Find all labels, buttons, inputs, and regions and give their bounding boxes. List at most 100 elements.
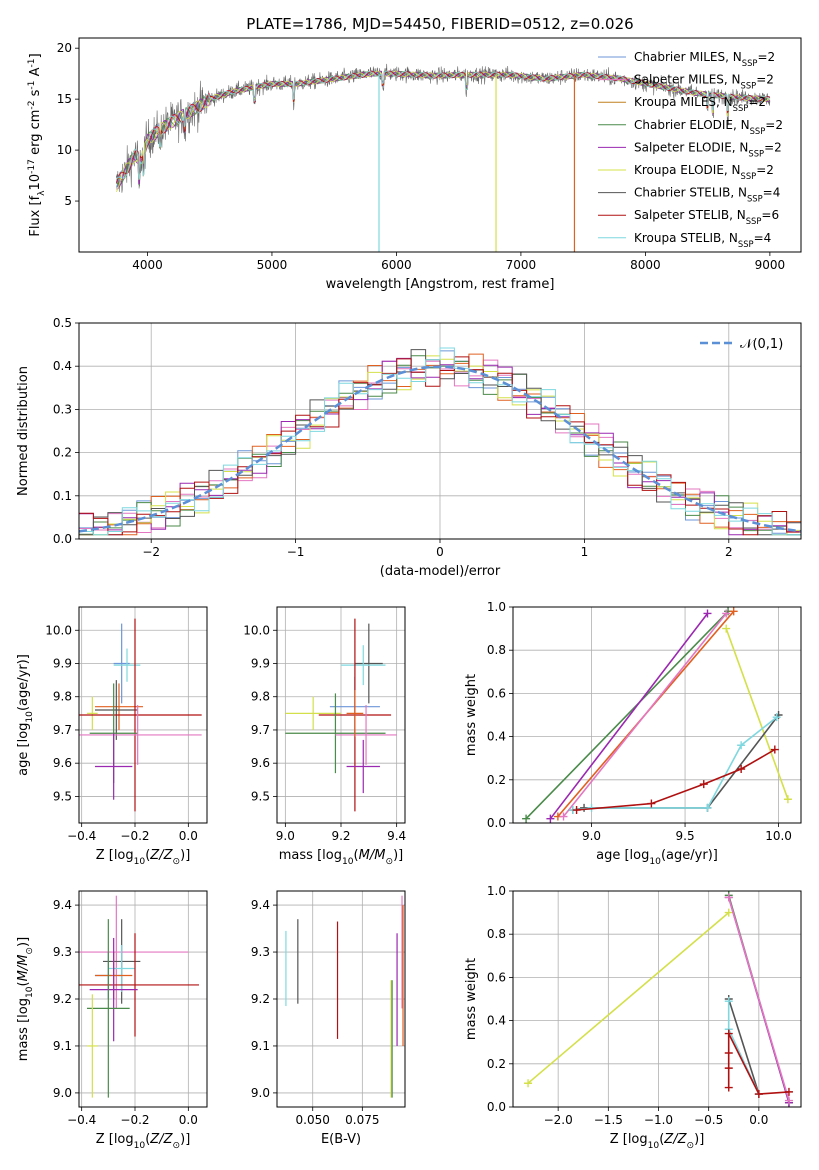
x-tick-label: 0	[436, 545, 444, 559]
mass-weight-vs-Z-axes: −2.0 −1.5 −1.0 −0.5 0.0 0.0 0.2 0.4 0.6 0.8 1.0 Z […	[464, 884, 802, 1151]
legend-label: Salpeter STELIB, NSSP=6	[634, 208, 779, 226]
errorbar-point	[89, 937, 138, 1042]
y-tick-label: 5	[64, 194, 72, 208]
plus-marker	[572, 806, 581, 815]
x-tick-label: −2.0	[544, 1113, 573, 1127]
y-tick-label: 0.4	[487, 730, 506, 744]
x-tick-label: −0.2	[120, 829, 149, 843]
errorbar-point	[285, 693, 386, 774]
residual-histogram-axes: 𝒩(0,1) −2 −1 0 1 2 0.0 0.1 0.2 0.3 0.4 0.5 (data-mod…	[16, 316, 802, 579]
y-tick-label: 0.2	[487, 1057, 506, 1071]
legend-label: Chabrier STELIB, NSSP=4	[634, 186, 780, 204]
legend-label: Salpeter MILES, NSSP=2	[634, 73, 774, 91]
y-tick-label: 0.0	[487, 1100, 506, 1114]
y-tick-label: 9.2	[251, 992, 270, 1006]
spectrum-model-line	[115, 70, 771, 184]
y-tick-label: 20	[57, 41, 72, 55]
plus-marker	[754, 1090, 763, 1099]
errorbar-point	[79, 705, 202, 765]
y-tick-label: 0.2	[53, 446, 72, 460]
x-tick-label: −0.2	[120, 1113, 149, 1127]
x-tick-label: 0.0	[179, 829, 198, 843]
y-tick-label: 0.8	[487, 927, 506, 941]
y-tick-label: 9.0	[53, 1086, 72, 1100]
errorbar-point	[354, 623, 383, 704]
plus-marker	[737, 765, 746, 773]
mass-weight-vs-age-plot-area	[522, 607, 792, 823]
age-vs-Z-plot-area	[79, 618, 202, 812]
y-tick-label: 9.3	[53, 945, 72, 959]
legend-label: Kroupa ELODIE, NSSP=2	[634, 163, 774, 181]
y-tick-label: 0.3	[53, 402, 72, 416]
plus-marker	[722, 609, 731, 618]
y-tick-label: 0.0	[53, 532, 72, 546]
errorbar-point	[113, 648, 141, 682]
errorbar-point	[79, 618, 202, 812]
plus-marker	[772, 713, 781, 722]
y-tick-label: 0.5	[53, 316, 72, 330]
y-tick-label: 0.6	[487, 970, 506, 984]
y-axis-label: age [log10(age/yr)]	[16, 654, 35, 776]
y-axis-label: Normed distribution	[16, 366, 31, 496]
y-tick-label: 9.8	[53, 690, 72, 704]
x-tick-label: 1	[581, 545, 589, 559]
plus-marker	[724, 908, 733, 917]
mass-weight-line	[525, 610, 729, 820]
legend-label: Salpeter ELODIE, NSSP=2	[634, 140, 782, 158]
errorbar-point	[95, 680, 138, 740]
y-axis-label: mass weight	[464, 958, 479, 1040]
legend-label: Chabrier ELODIE, NSSP=2	[634, 118, 783, 136]
y-tick-label: 9.8	[251, 690, 270, 704]
axes-root: Chabrier MILES, NSSP=2 Salpeter MILES, NS…	[16, 37, 802, 1151]
y-tick-label: 15	[57, 92, 72, 106]
y-axis-label: Flux [fλ10-17 erg cm-2 s-1 A-1]	[27, 53, 47, 236]
plus-marker	[783, 795, 792, 804]
y-tick-label: 0.2	[487, 773, 506, 787]
errorbar-point	[87, 994, 98, 1098]
x-axis-label: age [log10(age/yr)]	[596, 848, 718, 867]
y-tick-label: 9.0	[251, 1086, 270, 1100]
x-axis-label: mass [log10(M/M⊙)]	[279, 848, 403, 867]
x-tick-label: 9.2	[331, 829, 350, 843]
x-tick-label: −1.5	[594, 1113, 623, 1127]
plus-marker	[724, 893, 733, 902]
y-tick-label: 9.9	[251, 656, 270, 670]
x-tick-label: 9.4	[387, 829, 406, 843]
mass-weight-line	[549, 613, 709, 820]
plus-marker	[522, 814, 531, 823]
plus-marker	[703, 803, 712, 812]
spectrum-legend: Chabrier MILES, NSSP=2 Salpeter MILES, NS…	[598, 50, 783, 249]
histogram-step-line	[79, 347, 801, 536]
y-tick-label: 9.7	[53, 723, 72, 737]
x-tick-label: 9.0	[582, 829, 601, 843]
x-tick-label: −0.4	[67, 1113, 96, 1127]
y-tick-label: 0.0	[487, 816, 506, 830]
plus-marker	[524, 1079, 533, 1088]
y-tick-label: 9.9	[53, 656, 72, 670]
y-tick-label: 9.3	[251, 945, 270, 959]
plus-marker	[703, 609, 712, 618]
x-tick-label: −2	[142, 545, 160, 559]
errorbar-point	[341, 645, 386, 686]
x-tick-label: 9.5	[676, 829, 695, 843]
x-tick-label: 5000	[257, 258, 288, 272]
y-tick-label: 0.4	[53, 359, 72, 373]
y-tick-label: 9.4	[251, 898, 270, 912]
x-tick-label: −0.4	[67, 829, 96, 843]
histogram-legend: 𝒩(0,1)	[700, 337, 783, 352]
spectrum-axes: Chabrier MILES, NSSP=2 Salpeter MILES, NS…	[27, 37, 802, 292]
errorbar-point	[346, 739, 380, 794]
y-tick-label: 9.7	[251, 723, 270, 737]
x-tick-label: 0.050	[296, 1113, 330, 1127]
x-tick-label: 4000	[132, 258, 163, 272]
x-axis-label: Z [log10(Z/Z⊙)]	[96, 848, 191, 867]
errorbar-point	[346, 690, 364, 737]
mass-weight-line	[562, 612, 727, 818]
legend-label: Chabrier MILES, NSSP=2	[634, 50, 775, 68]
y-axis-label: mass [log10(M/M⊙)]	[16, 937, 35, 1061]
spectrum-plot-area	[115, 63, 771, 252]
y-tick-label: 9.2	[53, 992, 72, 1006]
x-tick-label: 2	[725, 545, 733, 559]
mass-vs-EBV-plot-area	[285, 895, 404, 1098]
